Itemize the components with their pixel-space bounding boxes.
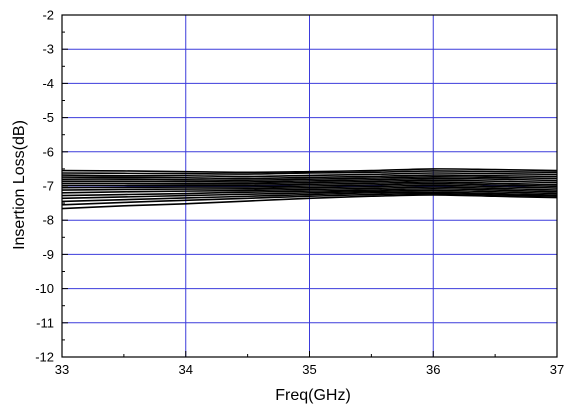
- y-axis-title: Insertion Loss(dB): [11, 120, 28, 250]
- series-line-11: [61, 186, 558, 194]
- y-tick-label: -7: [42, 179, 54, 194]
- y-tick-label: -3: [42, 42, 54, 57]
- series-line-14: [61, 191, 558, 203]
- y-tick-label: -9: [42, 247, 54, 262]
- y-tick-label: -8: [42, 213, 54, 228]
- series-line-3: [61, 172, 558, 178]
- series-lines: [61, 168, 558, 210]
- series-line-12: [61, 187, 558, 197]
- x-tick-label: 36: [426, 362, 440, 377]
- series-line-4: [61, 174, 558, 180]
- x-axis-title: Freq(GHz): [275, 387, 351, 404]
- x-tick-label: 34: [179, 362, 193, 377]
- axis-ticks: [61, 14, 558, 358]
- series-line-9: [61, 182, 558, 189]
- series-line-6: [61, 177, 558, 183]
- y-tick-label: -5: [42, 110, 54, 125]
- series-line-1: [61, 168, 558, 174]
- x-tick-label: 37: [550, 362, 564, 377]
- series-line-2: [61, 170, 558, 175]
- series-line-13: [61, 189, 558, 200]
- y-tick-label: -11: [36, 315, 54, 330]
- y-tick-label: -6: [42, 144, 54, 159]
- y-tick-label: -2: [42, 8, 54, 23]
- tick-labels: 33 34 35 36 37 -12 -11 -10 -9 -8 -7 -6 -5 -4 -3 -2: [35, 8, 564, 378]
- y-tick-label: -10: [35, 281, 54, 296]
- x-tick-label: 33: [55, 362, 69, 377]
- series-line-10: [61, 184, 558, 191]
- y-tick-label: -12: [35, 350, 54, 365]
- series-line-15: [61, 192, 558, 206]
- series-line-7: [61, 179, 558, 185]
- series-line-8: [61, 181, 558, 187]
- y-tick-label: -4: [42, 76, 54, 91]
- series-line-5: [61, 175, 558, 182]
- x-tick-label: 35: [302, 362, 316, 377]
- series-line-16: [61, 194, 558, 210]
